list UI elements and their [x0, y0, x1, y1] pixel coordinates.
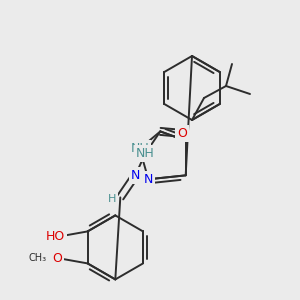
Text: N: N: [144, 173, 153, 186]
Text: NH: NH: [136, 147, 155, 160]
Text: NH: NH: [130, 142, 149, 155]
Text: H: H: [108, 194, 116, 204]
Text: O: O: [177, 127, 187, 140]
Text: N: N: [130, 169, 140, 182]
Text: HO: HO: [46, 230, 65, 243]
Text: CH₃: CH₃: [28, 254, 47, 263]
Text: O: O: [53, 252, 62, 265]
